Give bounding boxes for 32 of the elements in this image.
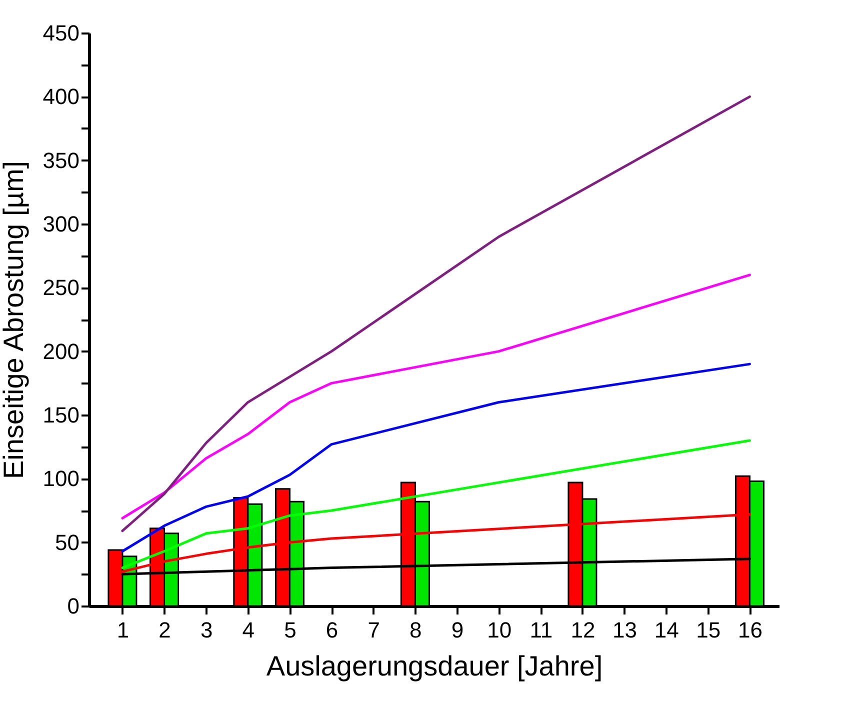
x-tick-label: 9 bbox=[451, 618, 464, 642]
line-series bbox=[121, 439, 751, 570]
x-tick-label: 16 bbox=[738, 618, 762, 642]
x-tick-label: 3 bbox=[200, 618, 213, 642]
y-tick-label: 0 bbox=[67, 594, 80, 618]
y-tick-label: 150 bbox=[42, 402, 80, 428]
x-tick-label: 4 bbox=[242, 618, 255, 642]
x-tick-label: 1 bbox=[116, 618, 130, 642]
y-tick-label: 50 bbox=[55, 530, 80, 555]
x-tick-label: 11 bbox=[530, 618, 553, 642]
x-tick-label: 14 bbox=[654, 618, 679, 642]
x-tick-label: 13 bbox=[612, 618, 638, 642]
y-tick-label: 200 bbox=[42, 338, 80, 364]
line-series bbox=[121, 362, 751, 552]
x-tick-label: 8 bbox=[410, 618, 422, 642]
x-tick-label: 2 bbox=[158, 618, 171, 642]
line-series bbox=[121, 95, 751, 532]
y-axis-title: Einseitige Abrostung [µm] bbox=[0, 160, 29, 480]
x-tick-label: 12 bbox=[570, 618, 596, 642]
x-tick-label: 5 bbox=[284, 618, 296, 642]
y-tick-label: 400 bbox=[42, 84, 80, 110]
y-tick-label: 350 bbox=[42, 148, 80, 173]
x-tick-label: 15 bbox=[696, 618, 721, 642]
x-tick-label: 6 bbox=[326, 618, 338, 642]
y-tick-label: 450 bbox=[42, 20, 80, 46]
y-tick-label: 300 bbox=[42, 212, 80, 236]
x-tick-label: 10 bbox=[487, 618, 512, 642]
y-tick-label: 100 bbox=[42, 466, 80, 492]
x-axis-title: Auslagerungsdauer [Jahre] bbox=[266, 650, 603, 682]
line-series bbox=[121, 274, 751, 520]
y-tick-label: 250 bbox=[42, 275, 80, 300]
x-tick-label: 7 bbox=[368, 618, 380, 642]
